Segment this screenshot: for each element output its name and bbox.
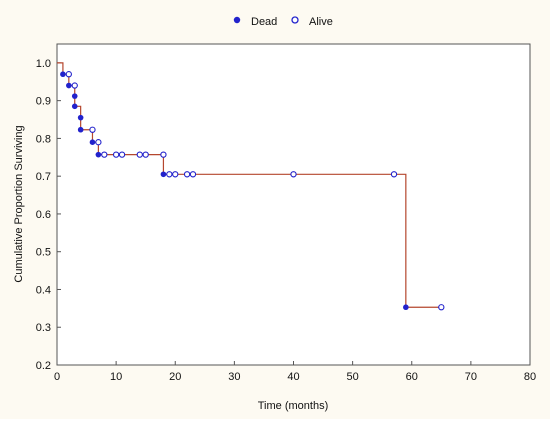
- legend-label-dead: Dead: [251, 16, 277, 28]
- alive-point: [95, 139, 102, 146]
- dead-point: [77, 114, 84, 121]
- x-tick-label: 20: [169, 371, 181, 383]
- y-axis-label: Cumulative Proportion Surviving: [13, 125, 25, 282]
- plot-area: [56, 43, 531, 366]
- x-tick-label: 70: [465, 371, 477, 383]
- x-axis: 0 10 20 30 40 50 60 70 80: [54, 361, 536, 383]
- x-tick-label: 50: [347, 371, 359, 383]
- y-tick-label: 0.9: [36, 96, 51, 108]
- y-tick-label: 0.2: [36, 360, 51, 372]
- alive-point: [189, 171, 197, 178]
- x-tick-label: 60: [406, 371, 418, 383]
- alive-point: [71, 82, 78, 89]
- alive-point: [112, 151, 120, 158]
- alive-point: [438, 304, 445, 311]
- x-tick-label: 10: [110, 371, 122, 383]
- alive-point: [142, 151, 149, 158]
- y-tick-label: 0.4: [36, 284, 51, 296]
- alive-point: [390, 171, 398, 178]
- alive-point: [290, 171, 297, 178]
- legend-label-alive: Alive: [309, 16, 333, 28]
- alive-point: [166, 171, 173, 178]
- dead-point: [403, 304, 409, 311]
- legend-marker-alive: [291, 16, 299, 24]
- x-tick-label: 40: [287, 371, 299, 383]
- legend-marker-dead: [233, 16, 241, 24]
- y-tick-label: 0.5: [36, 247, 51, 259]
- y-tick-label: 0.8: [36, 133, 51, 145]
- alive-point: [136, 151, 143, 158]
- alive-point: [183, 171, 191, 178]
- dead-point: [71, 93, 78, 99]
- alive-point: [118, 151, 126, 158]
- dead-point: [71, 103, 78, 110]
- y-tick-label: 0.7: [36, 171, 51, 183]
- alive-point: [101, 151, 108, 158]
- dead-point: [95, 151, 102, 158]
- dead-point: [66, 82, 72, 89]
- x-tick-label: 30: [228, 371, 240, 383]
- x-axis-label: Time (months): [258, 400, 329, 412]
- dead-point: [160, 171, 167, 178]
- alive-point: [65, 71, 72, 78]
- alive-point: [89, 126, 96, 133]
- dead-point: [77, 126, 84, 133]
- y-tick-label: 0.6: [36, 209, 51, 221]
- dead-point: [89, 139, 96, 145]
- dead-point: [60, 71, 66, 78]
- alive-point: [172, 171, 179, 178]
- y-axis: 0.2 0.3 0.4 0.5 0.6 0.7 0.8 0.9 1.0: [36, 58, 61, 372]
- x-tick-label: 0: [54, 371, 60, 383]
- legend: Dead Alive: [233, 16, 333, 28]
- y-tick-label: 1.0: [36, 58, 51, 70]
- x-tick-label: 80: [524, 371, 536, 383]
- y-tick-label: 0.3: [36, 322, 51, 334]
- alive-point: [160, 151, 167, 158]
- marker-layer: [60, 71, 445, 311]
